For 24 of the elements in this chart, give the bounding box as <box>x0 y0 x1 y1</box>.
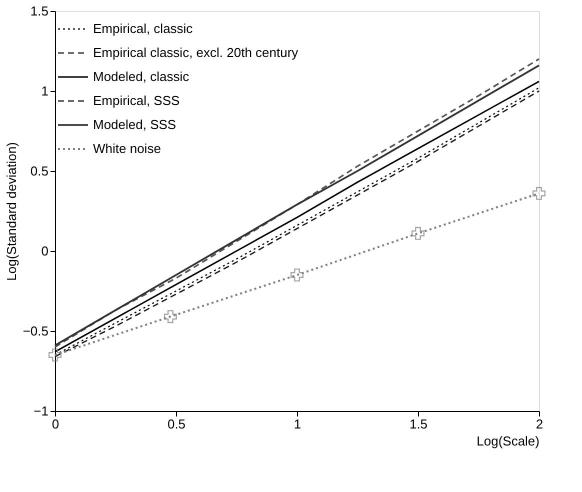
point <box>290 268 304 282</box>
x-tick-label: 1.5 <box>409 416 428 432</box>
legend-label: Empirical classic, excl. 20th century <box>93 45 299 60</box>
legend-label: Empirical, SSS <box>93 93 180 108</box>
point <box>164 310 177 324</box>
point <box>48 348 62 362</box>
x-tick-label: 2 <box>536 416 544 432</box>
x-axis-title: Log(Scale) <box>476 434 540 448</box>
y-tick-label: 0 <box>41 244 48 258</box>
y-tick-label: −1 <box>34 404 48 418</box>
legend-label: Empirical, classic <box>93 21 194 36</box>
point <box>411 226 425 240</box>
y-tick-label: 1 <box>41 84 48 98</box>
y-axis-title: Log(Standard deviation) <box>4 142 19 281</box>
y-tick-label: −0.5 <box>22 324 48 338</box>
legend-label: Modeled, classic <box>93 69 190 84</box>
x-tick-label: 0 <box>52 416 60 432</box>
x-tick-label: 0.5 <box>167 416 186 432</box>
point <box>532 186 546 200</box>
y-tick-label: 0.5 <box>30 164 48 178</box>
x-tick-label: 1 <box>294 416 302 432</box>
y-tick-label: 1.5 <box>30 4 48 18</box>
legend-label: Modeled, SSS <box>93 117 176 132</box>
legend-label: White noise <box>93 141 161 156</box>
